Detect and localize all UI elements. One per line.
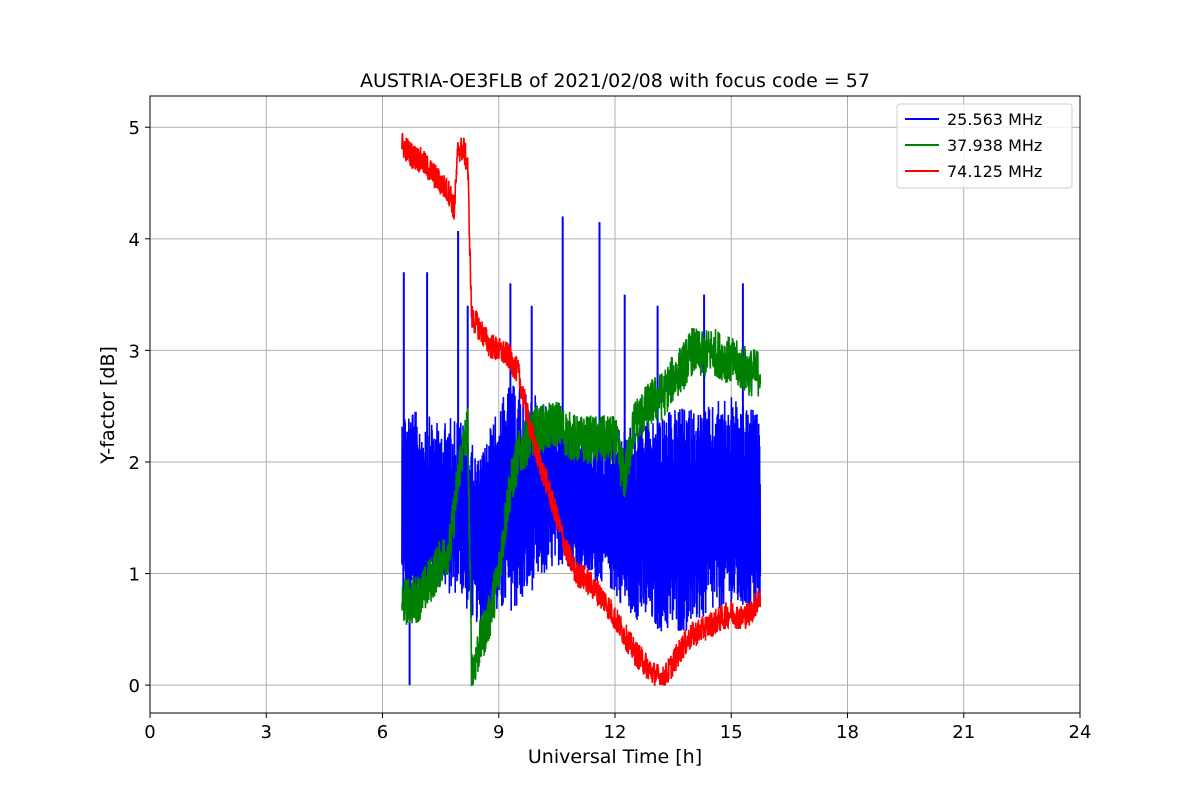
x-tick-label: 18 — [836, 722, 859, 743]
x-axis-label: Universal Time [h] — [528, 746, 702, 768]
y-tick-label: 1 — [129, 565, 140, 586]
x-tick-label: 24 — [1069, 722, 1092, 743]
x-tick-label: 3 — [261, 722, 272, 743]
chart-title: AUSTRIA-OE3FLB of 2021/02/08 with focus … — [360, 70, 870, 92]
series-line-37-938-mhz — [401, 327, 762, 686]
x-tick-label: 0 — [144, 722, 155, 743]
x-tick-label: 6 — [377, 722, 388, 743]
series-line-74-125-mhz — [401, 132, 762, 686]
y-tick-label: 3 — [129, 341, 140, 362]
legend-box — [896, 103, 1073, 189]
x-tick-label: 12 — [604, 722, 627, 743]
plot-area — [401, 132, 762, 686]
y-tick-label: 4 — [129, 230, 140, 251]
x-tick-label: 15 — [720, 722, 743, 743]
x-tick-label: 21 — [952, 722, 975, 743]
x-tick-label: 9 — [493, 722, 504, 743]
legend-label: 37.938 MHz — [947, 136, 1042, 155]
y-axis-label: Y-factor [dB] — [97, 346, 119, 465]
legend-label: 74.125 MHz — [947, 162, 1042, 181]
series-line-25-563-mhz — [401, 385, 762, 632]
legend: 25.563 MHz 37.938 MHz 74.125 MHz — [896, 103, 1073, 189]
y-tick-label: 2 — [129, 453, 140, 474]
y-tick-label: 5 — [129, 118, 140, 139]
y-tick-label: 0 — [129, 676, 140, 697]
legend-label: 25.563 MHz — [947, 110, 1042, 129]
